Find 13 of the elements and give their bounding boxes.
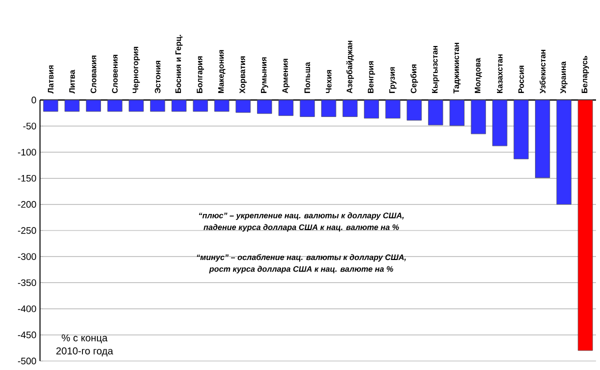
y-tick-label: -50 — [23, 122, 36, 130]
y-tick-label: -350 — [18, 279, 36, 286]
y-tick-label: 0 — [32, 96, 36, 104]
y-tick-label: -300 — [18, 253, 36, 260]
y-tick-label: -200 — [18, 201, 36, 208]
y-tick-label: -400 — [18, 305, 36, 312]
annotation: % с конца — [62, 334, 108, 344]
y-tick-label: -450 — [18, 332, 36, 338]
y-tick-label: -100 — [18, 148, 36, 156]
annotation: 2010-го года — [56, 347, 114, 356]
y-tick-label: -150 — [18, 174, 36, 182]
y-tick-label: -500 — [18, 358, 36, 364]
y-tick-label: -250 — [18, 227, 36, 234]
